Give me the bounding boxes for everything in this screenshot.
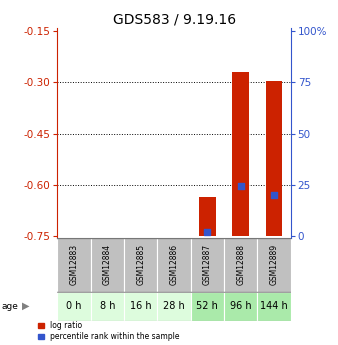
Text: 96 h: 96 h [230, 301, 251, 311]
Bar [57, 238, 91, 292]
Point [238, 183, 243, 189]
Legend: log ratio, percentile rank within the sample: log ratio, percentile rank within the sa… [38, 321, 179, 341]
Text: GSM12883: GSM12883 [70, 244, 79, 285]
Text: GSM12889: GSM12889 [269, 244, 279, 285]
Text: GSM12888: GSM12888 [236, 244, 245, 285]
Text: ▶: ▶ [22, 301, 29, 311]
Bar [91, 292, 124, 321]
Bar [199, 197, 216, 236]
Title: GDS583 / 9.19.16: GDS583 / 9.19.16 [113, 12, 236, 27]
Text: 8 h: 8 h [100, 301, 115, 311]
Bar [158, 238, 191, 292]
Bar [257, 238, 291, 292]
Point [271, 193, 277, 198]
Bar [233, 72, 249, 236]
Bar [191, 238, 224, 292]
Bar [57, 292, 91, 321]
Text: 144 h: 144 h [260, 301, 288, 311]
Bar [124, 292, 158, 321]
Bar [257, 292, 291, 321]
Text: GSM12885: GSM12885 [136, 244, 145, 285]
Bar [124, 238, 158, 292]
Text: 52 h: 52 h [196, 301, 218, 311]
Bar [158, 292, 191, 321]
Text: GSM12887: GSM12887 [203, 244, 212, 285]
Text: GSM12886: GSM12886 [170, 244, 178, 285]
Point [205, 229, 210, 235]
Text: age: age [2, 302, 19, 311]
Text: 28 h: 28 h [163, 301, 185, 311]
Bar [224, 238, 257, 292]
Bar [224, 292, 257, 321]
Bar [191, 292, 224, 321]
Text: 0 h: 0 h [66, 301, 82, 311]
Text: GSM12884: GSM12884 [103, 244, 112, 285]
Bar [91, 238, 124, 292]
Bar [266, 81, 282, 236]
Text: 16 h: 16 h [130, 301, 151, 311]
